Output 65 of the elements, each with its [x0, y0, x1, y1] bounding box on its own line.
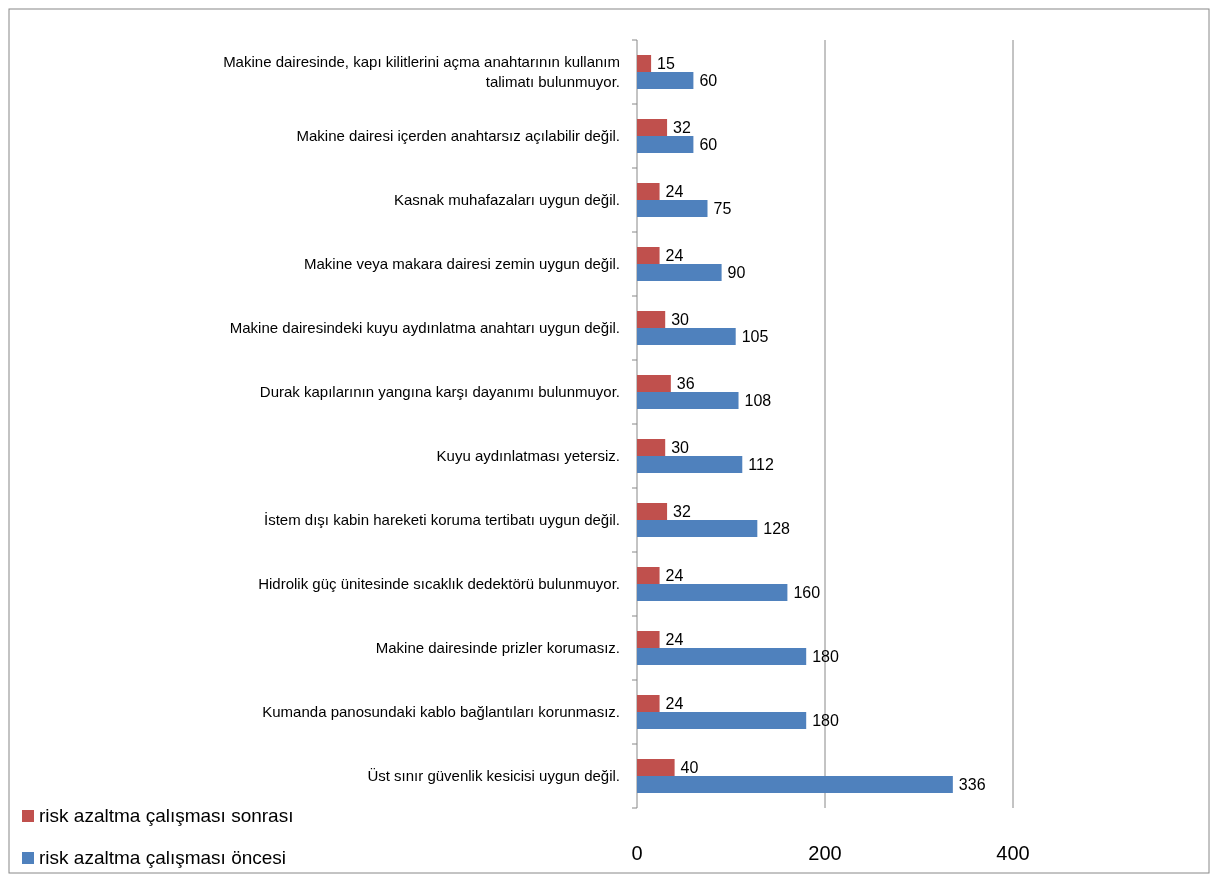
bar — [637, 375, 671, 392]
y-tick-label: Kuyu aydınlatması yetersiz. — [436, 447, 620, 464]
data-label: 24 — [665, 631, 684, 648]
y-tick-label: Üst sınır güvenlik kesicisi uygun değil. — [367, 767, 620, 784]
bar — [637, 648, 807, 665]
bar — [637, 567, 660, 584]
data-label: 180 — [812, 648, 839, 665]
data-label: 24 — [665, 247, 684, 264]
bar — [637, 776, 953, 793]
data-label: 90 — [727, 264, 746, 281]
y-tick-label: Makine dairesinde prizler korumasız. — [375, 639, 620, 656]
bar — [637, 119, 668, 136]
bar — [637, 712, 807, 729]
bar — [637, 456, 743, 473]
bar — [637, 328, 736, 345]
x-tick-label: 200 — [808, 842, 842, 864]
data-label: 40 — [680, 759, 699, 776]
bar — [637, 392, 739, 409]
bar — [637, 439, 666, 456]
data-label: 36 — [676, 375, 695, 392]
bar — [637, 759, 675, 776]
bar — [637, 503, 668, 520]
data-label: 60 — [699, 136, 718, 153]
bar — [637, 72, 694, 89]
data-label: 15 — [657, 55, 675, 72]
data-label: 24 — [665, 567, 684, 584]
y-tick-label: Makine dairesindeki kuyu aydınlatma anahtarı uygun değil. — [229, 319, 620, 336]
bar — [637, 247, 660, 264]
bar — [637, 200, 708, 217]
legend-label: risk azaltma çalışması sonrası — [39, 805, 294, 826]
data-label: 105 — [741, 328, 769, 345]
legend-label: risk azaltma çalışması öncesi — [39, 847, 287, 868]
data-label: 30 — [671, 439, 690, 456]
data-label: 160 — [793, 584, 821, 601]
bar — [637, 584, 788, 601]
y-tick-label: Hidrolik güç ünitesinde sıcaklık dedektörü bulunmuyor. — [258, 575, 620, 592]
x-tick-label: 400 — [996, 842, 1030, 864]
bar — [637, 311, 666, 328]
bar — [637, 183, 660, 200]
y-tick-label: Kumanda panosundaki kablo bağlantıları korunmasız. — [262, 703, 620, 720]
y-tick-label: Makine veya makara dairesi zemin uygun değil. — [304, 255, 620, 272]
data-label: 24 — [665, 695, 684, 712]
data-label: 336 — [958, 776, 986, 793]
x-tick-label: 0 — [631, 842, 643, 864]
data-label: 24 — [665, 183, 684, 200]
data-label: 75 — [713, 200, 732, 217]
y-tick-label: Makine dairesi içerden anahtarsız açılabilir değil. — [296, 127, 620, 144]
data-label: 180 — [812, 712, 839, 729]
data-label: 108 — [744, 392, 772, 409]
data-label: 60 — [699, 72, 718, 89]
data-label: 30 — [671, 311, 690, 328]
bar — [637, 264, 722, 281]
data-label: 32 — [673, 503, 691, 520]
bar — [637, 55, 652, 72]
data-label: 32 — [673, 119, 691, 136]
y-tick-label: İstem dışı kabin hareketi koruma tertibatı uygun değil. — [263, 511, 620, 528]
y-tick-label: Makine dairesinde, kapı kilitlerini açma anahtarının kullanım talimatı bulunmuyor. — [223, 53, 620, 90]
data-label: 128 — [763, 520, 791, 537]
bar — [637, 520, 758, 537]
bar — [637, 695, 660, 712]
bar — [637, 631, 660, 648]
y-tick-label: Durak kapılarının yangına karşı dayanımı bulunmuyor. — [259, 383, 620, 400]
data-label: 112 — [748, 456, 774, 473]
bar — [637, 136, 694, 153]
y-tick-label: Kasnak muhafazaları uygun değil. — [394, 191, 620, 208]
